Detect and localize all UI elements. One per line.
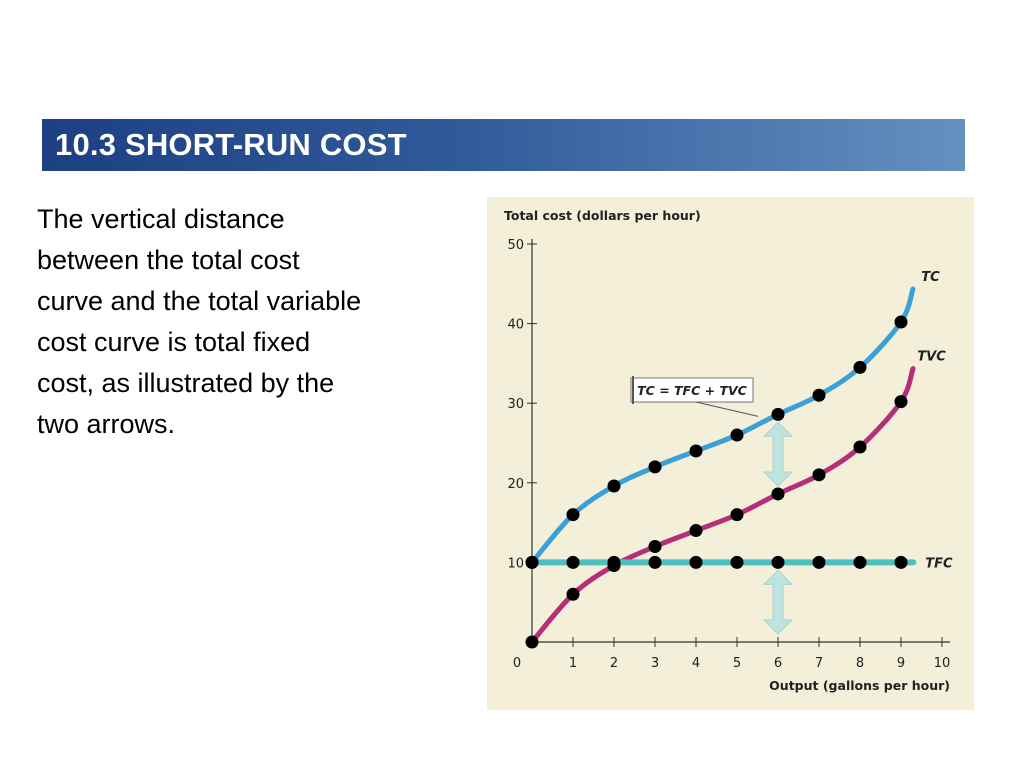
data-point-tfc [566,555,580,569]
data-point-tfc [689,555,703,569]
y-axis-label: Total cost (dollars per hour) [504,208,701,223]
data-point-tfc [771,555,785,569]
data-point-tc [812,388,826,402]
body-line: two arrows. [37,409,176,439]
data-point-tvc [566,587,580,601]
annotation-text: TC = TFC + TVC [637,383,747,398]
body-line: cost curve is total fixed [37,327,311,357]
x-tick-label: 5 [733,656,741,671]
data-point-tfc [812,555,826,569]
x-tick-label: 2 [610,656,618,671]
x-tick-label: 10 [934,656,951,671]
chart-background [487,197,974,710]
y-tick-label: 20 [507,477,524,492]
series-label-tvc: TVC [917,349,946,364]
data-point-tfc [894,555,908,569]
data-point-tvc [648,539,662,553]
data-point-tfc [730,555,744,569]
y-tick-label: 30 [507,397,524,412]
x-tick-label: 6 [774,656,782,671]
cost-chart: Total cost (dollars per hour) Output (ga… [487,197,974,710]
title-bar: 10.3 SHORT-RUN COST [42,119,965,171]
data-point-tvc [689,524,703,538]
data-point-tfc [853,555,867,569]
x-tick-label: 1 [569,656,577,671]
y-tick-label: 10 [507,556,524,571]
data-point-tfc [648,555,662,569]
slide-title: 10.3 SHORT-RUN COST [55,127,407,162]
x-tick-label: 8 [856,656,864,671]
tfc-arrow-lower [762,569,794,635]
annotation-box [630,377,754,403]
y-tick-label: 40 [507,318,524,333]
x-tick-label: 3 [651,656,659,671]
x-tick-label: 0 [513,656,521,671]
data-point-tc [894,315,908,329]
body-line: between the total cost [37,245,300,275]
body-line: cost, as illustrated by the [37,368,335,398]
x-axis-label: Output (gallons per hour) [769,678,950,693]
data-point-tc [771,407,785,421]
body-text: The vertical distance between the total … [37,199,457,445]
series-label-tfc: TFC [925,556,953,571]
data-point-tvc [771,487,785,501]
data-point-tc [689,444,703,458]
data-point-tc [648,460,662,474]
data-point-tfc [607,555,621,569]
x-tick-label: 7 [815,656,823,671]
data-point-tvc [812,468,826,482]
body-line: The vertical distance [37,204,285,234]
data-point-tc [730,428,744,442]
data-point-tvc [730,508,744,522]
y-tick-label: 50 [507,238,524,253]
annotation-leader [695,401,759,417]
body-line: curve and the total variable [37,286,362,316]
data-point-tvc [525,635,539,649]
series-label-tc: TC [921,270,940,285]
x-tick-label: 9 [897,656,905,671]
data-point-tfc [525,555,539,569]
x-tick-label: 4 [692,656,700,671]
data-point-tvc [853,440,867,454]
data-point-tc [607,479,621,493]
tfc-arrow-upper [762,421,794,487]
data-point-tc [566,508,580,522]
data-point-tc [853,360,867,374]
data-point-tvc [894,395,908,409]
